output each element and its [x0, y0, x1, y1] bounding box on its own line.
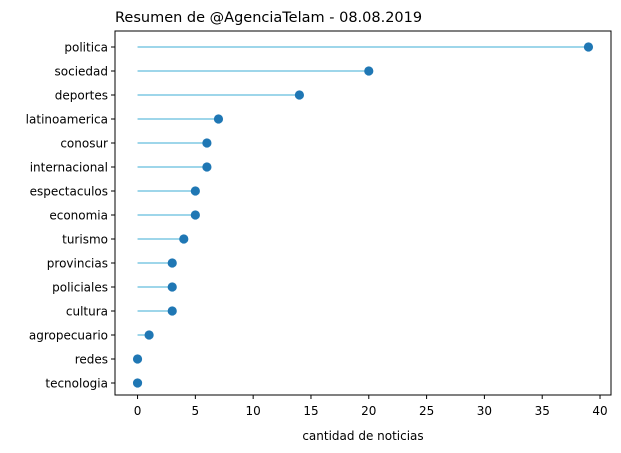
y-tick-label-agropecuario: agropecuario [29, 329, 108, 343]
marker-internacional [202, 162, 212, 172]
marker-redes [132, 354, 143, 364]
y-tick-label-redes: redes [75, 353, 108, 367]
y-tick-label-sociedad: sociedad [55, 65, 109, 79]
x-tick-label-0: 0 [134, 404, 142, 418]
y-tick-label-internacional: internacional [30, 161, 108, 175]
chart-title: Resumen de @AgenciaTelam - 08.08.2019 [115, 10, 422, 26]
y-tick-label-conosur: conosur [60, 137, 108, 151]
marker-cultura [167, 306, 177, 316]
marker-policiales [167, 282, 177, 292]
marker-economia [190, 210, 200, 220]
y-tick-label-provincias: provincias [47, 257, 108, 271]
marker-conosur [202, 138, 212, 148]
x-tick-label-35: 35 [535, 404, 550, 418]
marker-espectaculos [190, 186, 200, 196]
plot-frame [114, 30, 612, 396]
marker-deportes [294, 90, 305, 100]
y-tick-label-cultura: cultura [66, 305, 108, 319]
y-tick-label-economia: economia [49, 209, 108, 223]
x-tick-label-10: 10 [246, 404, 261, 418]
marker-politica [583, 42, 594, 52]
y-tick-label-tecnologia: tecnologia [45, 377, 108, 391]
stems-layer [137, 46, 589, 336]
x-tick-label-20: 20 [361, 404, 376, 418]
markers-layer [132, 42, 594, 388]
y-tick-label-turismo: turismo [62, 233, 108, 247]
marker-tecnologia [132, 378, 143, 388]
x-axis: 0 5 10 15 20 25 30 35 40 [134, 395, 608, 418]
marker-turismo [179, 234, 189, 244]
x-axis-label: cantidad de noticias [302, 429, 423, 443]
x-tick-label-5: 5 [192, 404, 200, 418]
y-axis: politica sociedad deportes latinoamerica con… [26, 41, 115, 391]
marker-sociedad [364, 66, 374, 76]
marker-latinoamerica [213, 114, 224, 124]
y-tick-label-latinoamerica: latinoamerica [26, 113, 108, 127]
y-tick-label-policiales: policiales [52, 281, 108, 295]
x-tick-label-25: 25 [419, 404, 434, 418]
y-tick-label-politica: politica [64, 41, 108, 55]
x-tick-label-30: 30 [477, 404, 492, 418]
x-tick-label-40: 40 [592, 404, 607, 418]
y-tick-label-espectaculos: espectaculos [30, 185, 108, 199]
x-tick-label-15: 15 [303, 404, 318, 418]
marker-provincias [167, 258, 177, 268]
marker-agropecuario [144, 330, 154, 340]
y-tick-label-deportes: deportes [55, 89, 108, 103]
